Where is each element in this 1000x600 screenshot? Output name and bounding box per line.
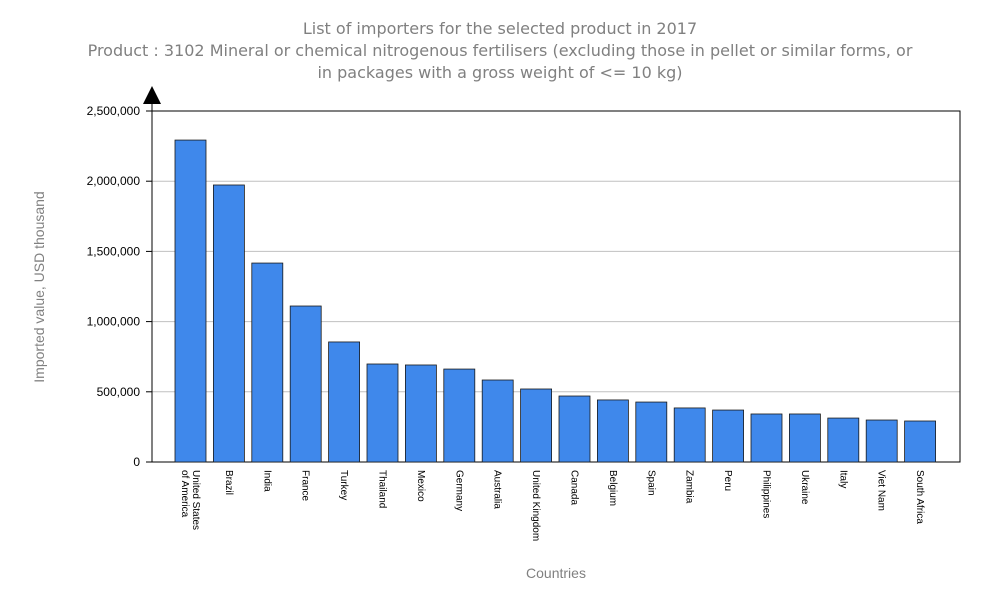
bar[interactable] [289, 305, 322, 463]
x-tick-label: of America [179, 470, 190, 518]
bar[interactable] [789, 413, 821, 463]
bar[interactable] [212, 184, 245, 463]
x-tick-label: Turkey [338, 470, 349, 500]
bar[interactable] [366, 363, 399, 463]
x-tick-label: Viet Nam [876, 470, 887, 511]
bar[interactable] [404, 364, 437, 463]
x-tick-label: Zambia [684, 470, 695, 504]
bar[interactable] [520, 388, 552, 463]
bar[interactable] [443, 368, 476, 463]
x-tick-label: Ukraine [799, 470, 810, 505]
bar[interactable] [328, 341, 361, 463]
x-tick-label: India [261, 470, 272, 492]
x-tick-label: France [300, 470, 311, 502]
x-tick-label: United States [190, 470, 201, 530]
bar[interactable] [481, 379, 514, 463]
bar[interactable] [174, 139, 207, 463]
bar[interactable] [865, 419, 898, 463]
chart-title-line: List of importers for the selected produ… [303, 19, 697, 38]
y-tick-label: 0 [133, 455, 140, 469]
x-tick-label: Philippines [761, 470, 772, 518]
x-tick-label: Spain [645, 470, 656, 496]
y-tick-label: 500,000 [97, 385, 141, 399]
bar[interactable] [750, 413, 783, 463]
y-axis-arrow-icon [143, 86, 161, 104]
y-tick-label: 2,000,000 [87, 174, 141, 188]
x-tick-label: Thailand [377, 470, 388, 508]
chart-title-line: Product : 3102 Mineral or chemical nitro… [88, 41, 913, 60]
x-tick-label: Brazil [223, 470, 234, 495]
chart-title-line: in packages with a gross weight of <= 10… [317, 63, 682, 82]
bar[interactable] [251, 262, 284, 463]
x-tick-label: Italy [837, 470, 848, 488]
y-tick-label: 2,500,000 [87, 104, 141, 118]
x-tick-label: Australia [492, 470, 503, 509]
bar[interactable] [597, 399, 629, 463]
y-tick-label: 1,500,000 [87, 244, 141, 258]
bar[interactable] [673, 407, 706, 463]
x-axis-label: Countries [526, 565, 586, 581]
x-tick-label: Mexico [415, 470, 426, 502]
x-tick-label: South Africa [914, 470, 925, 524]
y-tick-label: 1,000,000 [87, 315, 141, 329]
bar[interactable] [558, 395, 591, 463]
y-axis-label: Imported value, USD thousand [31, 191, 47, 382]
bar[interactable] [635, 401, 668, 463]
bar[interactable] [904, 420, 936, 463]
bar[interactable] [712, 409, 744, 463]
x-tick-label: United Kingdom [530, 470, 541, 541]
x-tick-label: Belgium [607, 470, 618, 506]
x-tick-label: Peru [722, 470, 733, 491]
x-tick-label: Germany [453, 470, 464, 511]
bar[interactable] [827, 417, 860, 463]
x-tick-label: Canada [569, 470, 580, 505]
